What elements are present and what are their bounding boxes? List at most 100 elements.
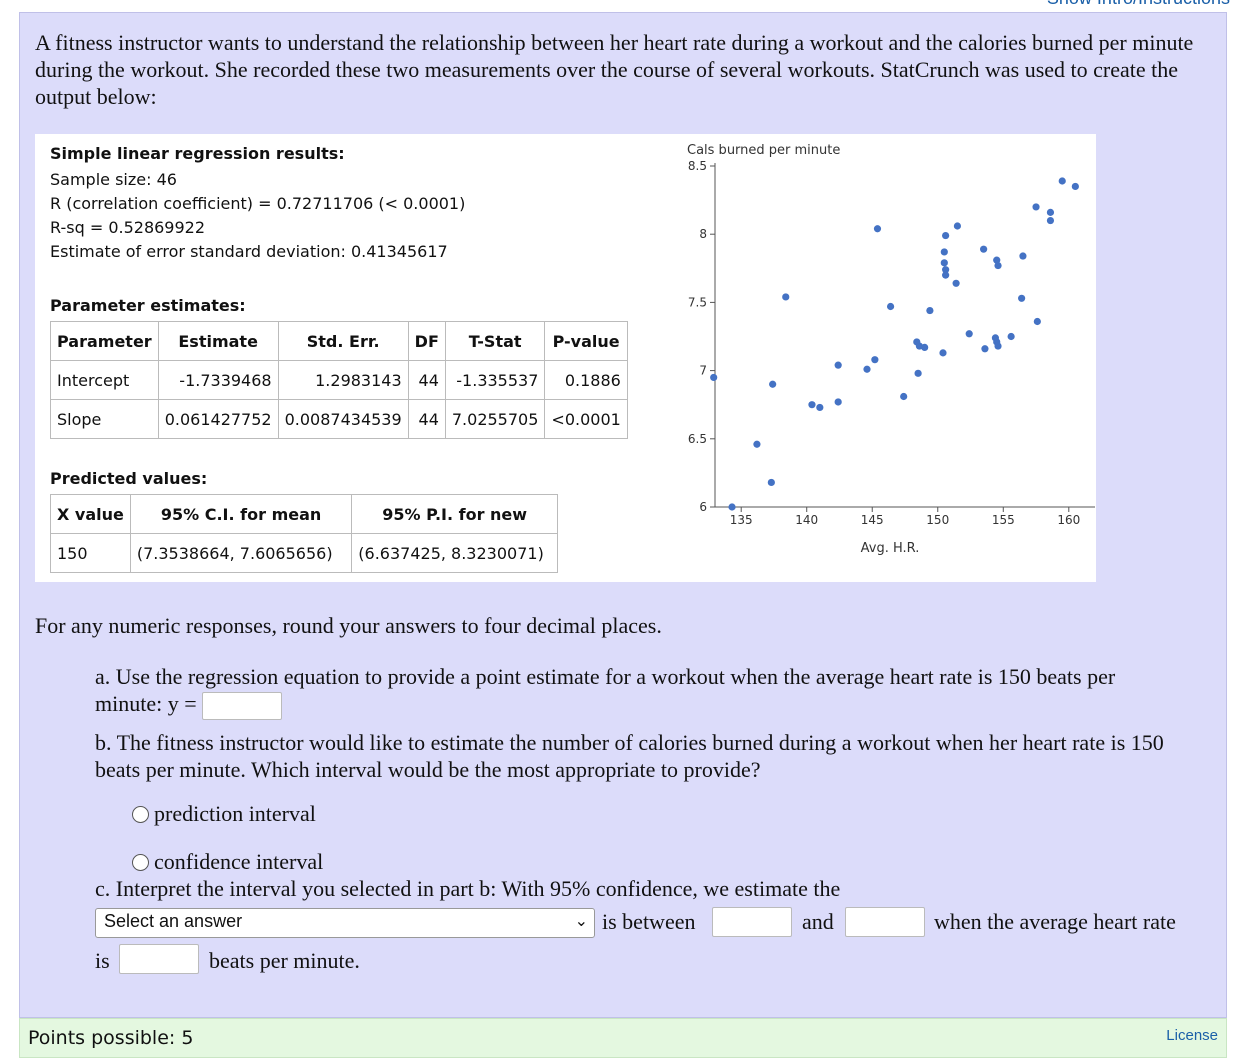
table-cell: 44 [407,399,446,439]
statcrunch-output: Simple linear regression results: Sample… [35,134,1096,582]
data-point [1071,182,1079,191]
y-tick-label: 8.5 [688,159,707,173]
x-axis-label: Avg. H.R. [861,541,920,556]
column-header: T-Stat [444,321,546,361]
radio-prediction-interval[interactable]: prediction interval [132,801,316,827]
table-cell: 0.1886 [544,360,628,400]
table-cell: (6.637425, 8.3230071) [351,533,559,573]
table-cell: 0.061427752 [157,399,279,439]
x-tick-label: 150 [926,513,949,527]
column-header: 95% C.I. for mean [129,494,353,534]
data-point [767,478,775,487]
interpretation-select[interactable]: Select an answer ⌄ [95,908,595,938]
data-point [1046,216,1055,225]
table-cell: 1.2983143 [277,360,409,400]
data-point [886,302,895,311]
table-cell: <0.0001 [544,399,628,439]
data-point [863,365,871,373]
part-a-text: a. Use the regression equation to provid… [95,663,1205,720]
data-point [994,261,1002,270]
data-point [1007,332,1015,341]
results-line: Sample size: 46 [50,170,177,189]
lower-bound-input[interactable] [712,907,792,937]
x-tick-label: 155 [992,513,1015,527]
column-header: Parameter [50,321,159,361]
table-header-row: X value 95% C.I. for mean 95% P.I. for n… [50,494,559,534]
data-point [1033,317,1041,326]
data-point [952,279,960,287]
table-cell: 44 [407,360,446,400]
data-point [1018,294,1026,302]
data-point [991,334,1000,342]
part-a-question: a. Use the regression equation to provid… [95,664,1116,689]
radio-circle[interactable] [132,805,149,823]
bpm-label: beats per minute. [209,948,360,973]
table-cell: 150 [50,533,131,573]
and-label: and [802,909,834,934]
data-point [965,330,973,338]
y-axis-label: Cals burned per minute [687,143,840,158]
x-tick-label: 160 [1057,513,1080,527]
data-point [940,259,948,267]
column-header: P-value [544,321,628,361]
data-point [953,222,962,230]
data-point [710,373,718,382]
data-point [942,271,950,279]
part-c-question: c. Interpret the interval you selected i… [95,876,841,901]
table-cell: -1.7339468 [157,360,279,400]
data-point [808,401,816,409]
table-cell: (7.3538664, 7.6065656) [129,533,353,573]
table-cell: 7.0255705 [444,399,546,439]
data-point [993,256,1001,264]
y-tick-label: 8 [699,227,707,241]
y-tick-label: 6.5 [688,432,707,446]
point-estimate-input[interactable] [202,691,283,720]
data-point [900,392,908,401]
radio-circle[interactable] [132,853,149,871]
x-tick-label: 145 [861,513,884,527]
x-tick-label: 135 [730,513,753,527]
select-placeholder: Select an answer [104,911,243,931]
data-point [1019,252,1027,260]
data-point [914,369,922,377]
x-tick-label: 140 [795,513,818,527]
data-point [834,361,842,369]
is-label: is [95,948,110,973]
radio-confidence-interval[interactable]: confidence interval [132,849,323,875]
scatter-plot: Cals burned per minute Avg. H.R. 6 6.5 7 7.… [687,143,1095,556]
column-header: X value [50,494,131,534]
question-panel: A fitness instructor wants to understand… [19,12,1227,1018]
show-intro-link[interactable]: Show Intro/Instructions [1047,0,1230,9]
points-possible: Points possible: 5 [28,1027,194,1049]
data-point [782,293,790,301]
predicted-title: Predicted values: [50,469,208,488]
points-bar: Points possible: 5 License [19,1018,1227,1058]
data-point [921,343,929,352]
data-point [942,231,950,240]
params-title: Parameter estimates: [50,296,246,315]
when-label: when the average heart rate [934,909,1176,934]
table-row: Slope 0.061427752 0.0087434539 44 7.0255… [50,399,628,439]
data-point [728,503,736,511]
column-header: Std. Err. [277,321,409,361]
data-point [980,245,988,253]
data-point [994,342,1002,350]
data-point [1032,203,1040,211]
data-point [926,306,934,315]
chevron-down-icon: ⌄ [574,913,588,930]
table-row: Intercept -1.7339468 1.2983143 44 -1.335… [50,360,628,400]
table-row: 150 (7.3538664, 7.6065656) (6.637425, 8.… [50,533,559,573]
heart-rate-input[interactable] [119,944,199,974]
y-tick-label: 7 [699,364,707,378]
upper-bound-input[interactable] [845,907,925,937]
data-point [871,356,879,364]
is-between-label: is between [602,909,696,934]
column-header: 95% P.I. for new [351,494,559,534]
table-cell: Slope [50,399,159,439]
data-point [942,266,950,274]
table-cell: -1.335537 [444,360,546,400]
params-table: Parameter Estimate Std. Err. DF T-Stat P… [50,321,628,439]
part-b-question: b. The fitness instructor would like to … [95,730,1164,782]
data-point [940,248,948,256]
license-link[interactable]: License [1166,1027,1218,1044]
